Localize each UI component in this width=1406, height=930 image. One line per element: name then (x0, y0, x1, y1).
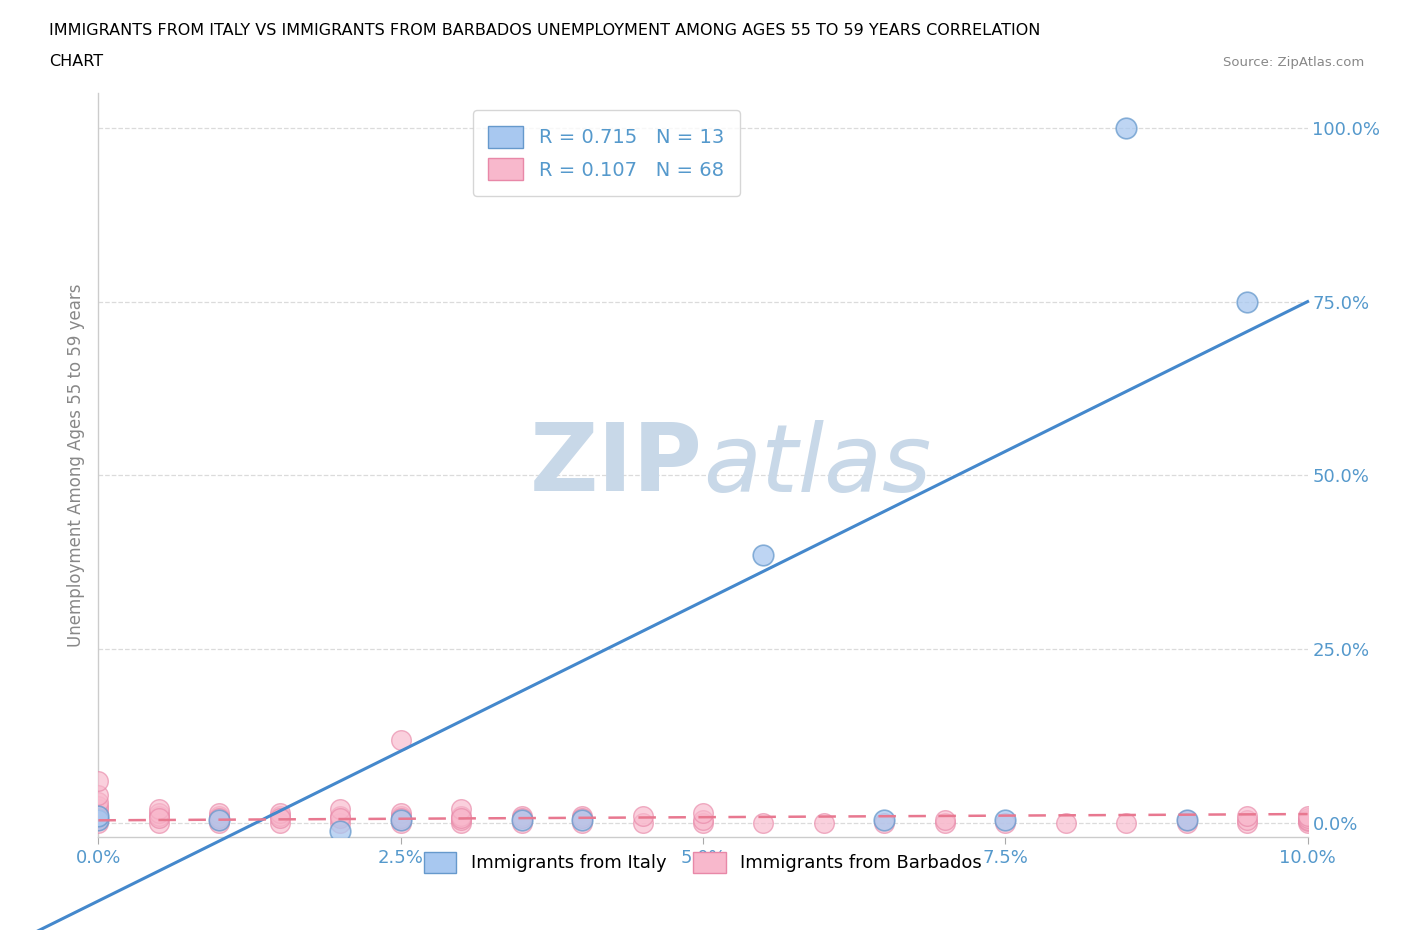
Point (87, 809, 110, 824)
Text: Source: ZipAtlas.com: Source: ZipAtlas.com (1223, 56, 1364, 69)
Point (1115, 120, 1137, 135)
Point (1175, 812, 1198, 827)
Point (934, 812, 956, 827)
Point (450, 812, 472, 827)
Point (813, 816, 835, 830)
Point (389, 810, 412, 825)
Point (329, 810, 352, 825)
Point (389, 805, 412, 820)
Point (208, 812, 231, 827)
Point (1296, 812, 1319, 827)
Point (873, 816, 896, 830)
Point (87, 812, 110, 827)
Point (148, 805, 170, 820)
Point (692, 816, 714, 830)
Point (1296, 810, 1319, 825)
Point (208, 810, 231, 825)
Point (752, 548, 775, 563)
Point (571, 810, 593, 825)
Point (269, 816, 291, 830)
Point (389, 812, 412, 827)
Point (1296, 814, 1319, 829)
Point (329, 809, 352, 824)
Point (1236, 809, 1258, 824)
Point (692, 805, 714, 820)
Point (1054, 816, 1077, 830)
Point (934, 816, 956, 830)
Point (208, 809, 231, 824)
Point (510, 812, 533, 827)
Point (1236, 294, 1258, 309)
Point (450, 802, 472, 817)
Point (571, 809, 593, 824)
Point (389, 816, 412, 830)
Point (87, 795, 110, 810)
Point (269, 810, 291, 825)
Point (1115, 816, 1137, 830)
Point (450, 810, 472, 825)
Point (87, 812, 110, 827)
Point (148, 816, 170, 830)
Point (269, 805, 291, 820)
Point (692, 812, 714, 827)
Point (1236, 816, 1258, 830)
Point (1175, 812, 1198, 827)
Point (329, 816, 352, 830)
Point (87, 798, 110, 813)
Text: ZIP: ZIP (530, 419, 703, 511)
Y-axis label: Unemployment Among Ages 55 to 59 years: Unemployment Among Ages 55 to 59 years (66, 284, 84, 646)
Point (450, 816, 472, 830)
Point (87, 774, 110, 789)
Point (571, 816, 593, 830)
Point (450, 809, 472, 824)
Point (389, 812, 412, 827)
Point (87, 788, 110, 803)
Point (1296, 809, 1319, 824)
Point (148, 809, 170, 824)
Point (208, 805, 231, 820)
Point (389, 732, 412, 747)
Point (1175, 816, 1198, 830)
Point (269, 809, 291, 824)
Point (631, 809, 654, 824)
Point (510, 810, 533, 825)
Point (208, 812, 231, 827)
Point (87, 810, 110, 825)
Point (994, 812, 1017, 827)
Point (87, 802, 110, 817)
Point (87, 809, 110, 824)
Text: CHART: CHART (49, 54, 103, 69)
Point (389, 809, 412, 824)
Point (208, 816, 231, 830)
Point (510, 809, 533, 824)
Point (87, 816, 110, 830)
Point (571, 812, 593, 827)
Point (148, 810, 170, 825)
Point (752, 816, 775, 830)
Point (148, 802, 170, 817)
Text: IMMIGRANTS FROM ITALY VS IMMIGRANTS FROM BARBADOS UNEMPLOYMENT AMONG AGES 55 TO : IMMIGRANTS FROM ITALY VS IMMIGRANTS FROM… (49, 23, 1040, 38)
Point (1296, 816, 1319, 830)
Text: atlas: atlas (703, 419, 931, 511)
Point (329, 824, 352, 839)
Point (329, 802, 352, 817)
Point (994, 816, 1017, 830)
Point (873, 812, 896, 827)
Point (631, 816, 654, 830)
Legend: Immigrants from Italy, Immigrants from Barbados: Immigrants from Italy, Immigrants from B… (416, 844, 990, 880)
Point (1236, 812, 1258, 827)
Point (87, 805, 110, 820)
Point (510, 816, 533, 830)
